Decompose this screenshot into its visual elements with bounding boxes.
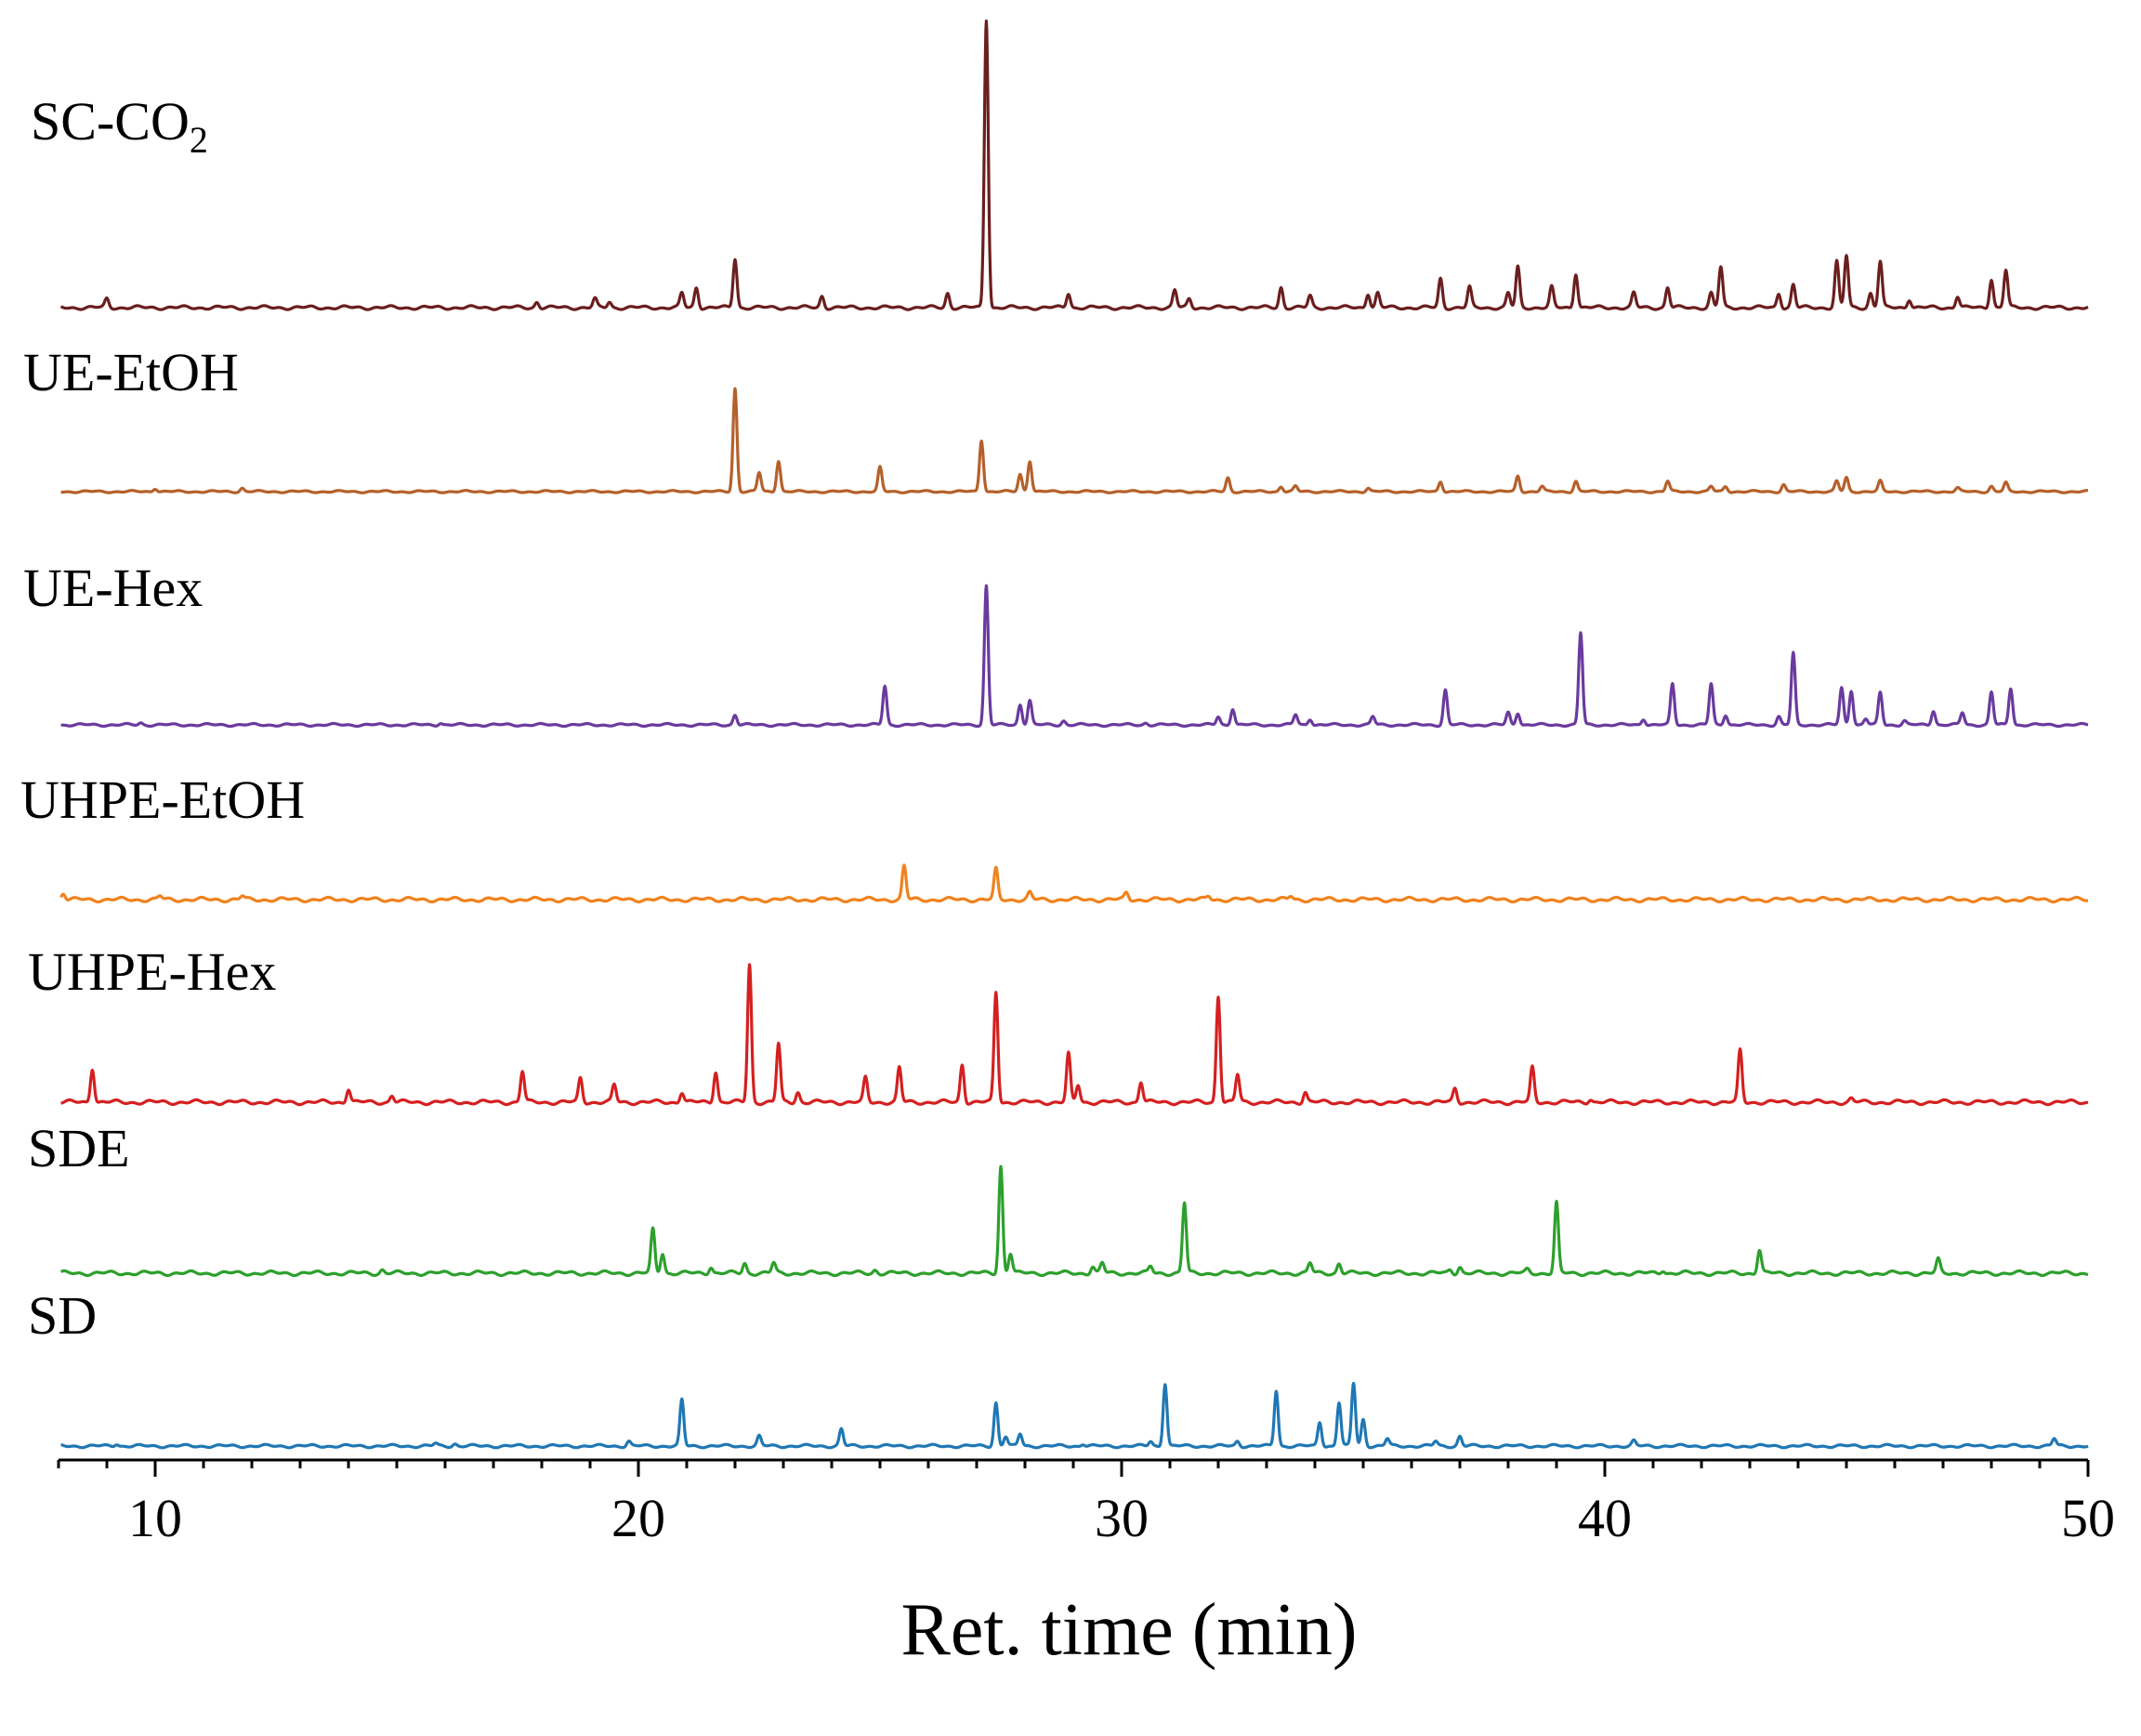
series-trace-sc-co [59, 20, 2090, 311]
series-label: SC-CO2 [31, 91, 208, 161]
series-label-subscript: 2 [190, 119, 208, 161]
x-tick-label: 40 [1578, 1488, 1632, 1548]
series-label: UHPE-Hex [28, 941, 276, 1002]
x-tick-label: 20 [611, 1488, 665, 1548]
series-trace-ue-hex [59, 584, 2090, 729]
series-label: UHPE-EtOH [20, 769, 305, 830]
series-label: SD [28, 1285, 97, 1346]
x-tick-group: 10 20 30 40 50 [57, 1460, 2115, 1548]
series-label-group: SC-CO2 UE-EtOH UE-Hex UHPE-EtOH UHPE-Hex SDE S… [20, 91, 305, 1346]
series-trace-uhpe-hex [59, 963, 2090, 1107]
series-trace-sde [59, 1164, 2090, 1278]
series-label: UE-Hex [23, 558, 203, 618]
series-label: SDE [28, 1118, 130, 1178]
trace-group [59, 20, 2090, 1450]
x-tick-label: 30 [1095, 1488, 1149, 1548]
series-trace-ue-etoh [59, 387, 2090, 494]
x-tick-label: 50 [2061, 1488, 2115, 1548]
x-axis-title: Ret. time (min) [900, 1589, 1357, 1671]
series-label: UE-EtOH [23, 342, 239, 402]
series-trace-uhpe-etoh [59, 863, 2090, 904]
series-trace-sd [59, 1381, 2090, 1450]
x-tick-label: 10 [128, 1488, 182, 1548]
